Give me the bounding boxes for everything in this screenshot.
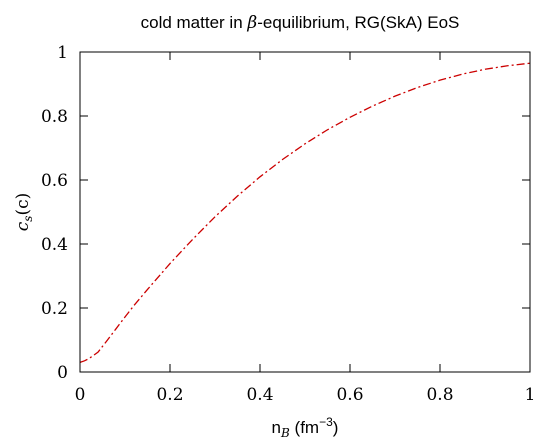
x-axis-label-unit-before: (fm	[290, 418, 319, 437]
y-axis-label-sub: s	[21, 216, 35, 222]
y-axis-label: cs(c)	[13, 193, 35, 232]
x-tick-label: 0	[75, 385, 86, 405]
chart-title-symbol: β	[246, 13, 257, 33]
y-tick-label: 0.4	[41, 235, 68, 255]
y-axis-label-args: (c)	[13, 193, 33, 216]
x-tick-label: 1	[525, 385, 536, 405]
y-tick-label: 0.8	[41, 107, 68, 127]
x-axis-label-base: n	[272, 418, 281, 437]
tick-labels: 0 0.2 0.4 0.6 0.8 1 0 0.2 0.4 0.6 0.8 1	[41, 43, 535, 405]
x-axis-label: nB (fm−3)	[272, 415, 339, 440]
chart-title-after: -equilibrium, RG(SkA) EoS	[257, 13, 459, 32]
x-axis-label-sub: B	[280, 426, 290, 440]
y-tick-label: 1	[57, 43, 68, 63]
x-tick-label: 0.2	[156, 385, 183, 405]
y-tick-label: 0.6	[41, 171, 68, 191]
x-tick-label: 0.4	[246, 385, 273, 405]
tick-marks	[79, 51, 531, 373]
chart-title: cold matter in β-equilibrium, RG(SkA) Eo…	[141, 13, 460, 33]
x-tick-label: 0.6	[336, 385, 363, 405]
x-tick-label: 0.8	[426, 385, 453, 405]
series-layer	[79, 62, 531, 364]
chart-title-before: cold matter in	[141, 13, 248, 32]
y-tick-label: 0.2	[41, 299, 68, 319]
series-line	[79, 62, 531, 364]
y-axis-label-base: c	[13, 221, 33, 231]
x-axis-label-unit-sup: −3	[319, 415, 333, 429]
y-tick-label: 0	[57, 363, 68, 383]
plot-frame	[79, 51, 531, 373]
x-axis-label-unit-after: )	[333, 418, 339, 437]
